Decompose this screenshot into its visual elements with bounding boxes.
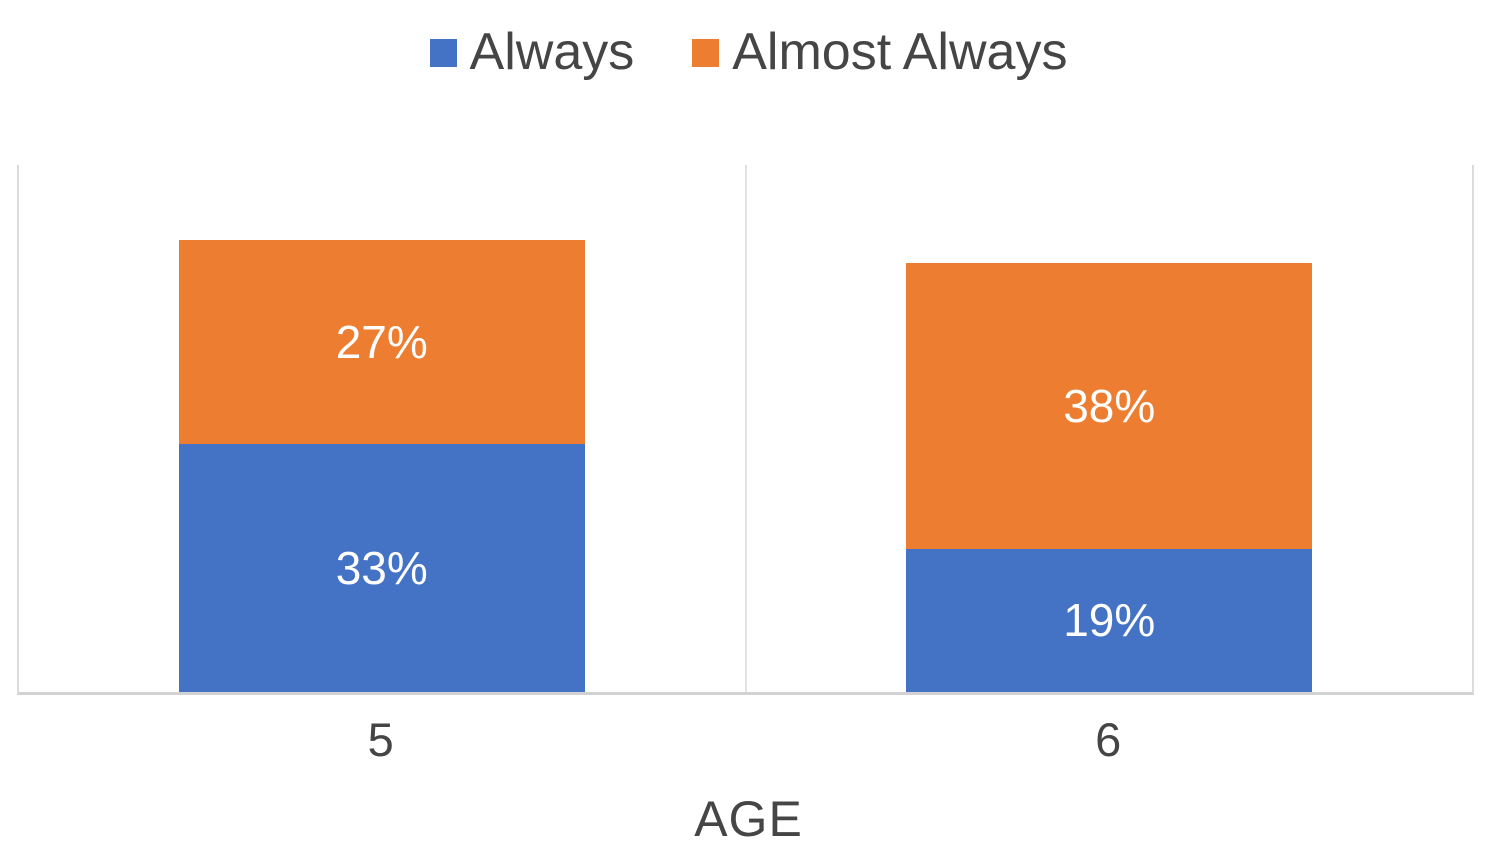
data-label-always-age-5: 33% <box>335 541 428 594</box>
x-axis-title: AGE <box>694 791 803 847</box>
legend: Always Almost Always <box>0 23 1497 81</box>
data-label-almost-always-age-6: 38% <box>1063 379 1156 432</box>
category-age-6: 38% 19% <box>747 165 1473 692</box>
segment-always-age-5[interactable]: 33% <box>178 443 585 692</box>
legend-swatch-always-icon <box>429 38 457 67</box>
x-tick-age-6: 6 <box>1095 713 1122 766</box>
category-divider <box>744 165 747 692</box>
data-label-almost-always-age-5: 27% <box>335 315 428 368</box>
x-tick-age-5: 5 <box>367 713 394 766</box>
legend-label-always: Always <box>469 23 635 81</box>
segment-always-age-6[interactable]: 19% <box>906 548 1313 692</box>
data-label-always-age-6: 19% <box>1063 594 1156 647</box>
bar-age-6[interactable]: 38% 19% <box>906 165 1313 692</box>
legend-label-almost-always: Almost Always <box>732 23 1068 81</box>
segment-almost-always-age-5[interactable]: 27% <box>178 240 585 444</box>
plot-area: 27% 33% 38% 19% <box>17 165 1474 695</box>
legend-item-almost-always[interactable]: Almost Always <box>692 23 1068 81</box>
legend-swatch-almost-always-icon <box>692 38 720 67</box>
legend-item-always[interactable]: Always <box>429 23 635 81</box>
segment-almost-always-age-6[interactable]: 38% <box>906 262 1313 549</box>
bar-age-5[interactable]: 27% 33% <box>178 165 585 692</box>
x-axis-ticks: 5 6 <box>17 712 1472 768</box>
category-age-5: 27% 33% <box>19 165 745 692</box>
